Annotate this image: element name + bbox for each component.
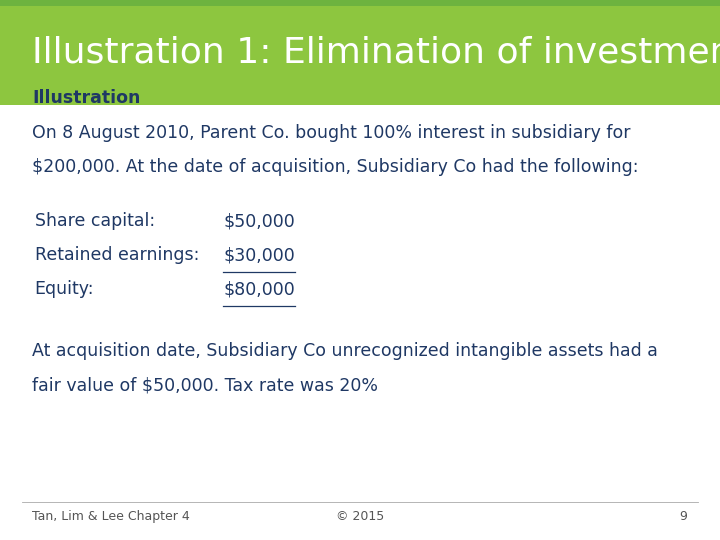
- Text: At acquisition date, Subsidiary Co unrecognized intangible assets had a: At acquisition date, Subsidiary Co unrec…: [32, 342, 658, 360]
- Text: $200,000. At the date of acquisition, Subsidiary Co had the following:: $200,000. At the date of acquisition, Su…: [32, 158, 639, 176]
- Text: fair value of $50,000. Tax rate was 20%: fair value of $50,000. Tax rate was 20%: [32, 376, 379, 394]
- Text: Illustration: Illustration: [32, 89, 141, 107]
- FancyBboxPatch shape: [0, 0, 720, 6]
- Text: © 2015: © 2015: [336, 510, 384, 523]
- FancyBboxPatch shape: [0, 0, 720, 105]
- Text: $30,000: $30,000: [223, 246, 295, 264]
- Text: Illustration 1: Elimination of investment: Illustration 1: Elimination of investmen…: [32, 36, 720, 70]
- Text: $50,000: $50,000: [223, 212, 295, 230]
- Text: Share capital:: Share capital:: [35, 212, 155, 230]
- Text: Tan, Lim & Lee Chapter 4: Tan, Lim & Lee Chapter 4: [32, 510, 190, 523]
- Text: $80,000: $80,000: [223, 280, 295, 298]
- Text: On 8 August 2010, Parent Co. bought 100% interest in subsidiary for: On 8 August 2010, Parent Co. bought 100%…: [32, 124, 631, 142]
- Text: Retained earnings:: Retained earnings:: [35, 246, 199, 264]
- Text: Equity:: Equity:: [35, 280, 94, 298]
- Text: 9: 9: [680, 510, 688, 523]
